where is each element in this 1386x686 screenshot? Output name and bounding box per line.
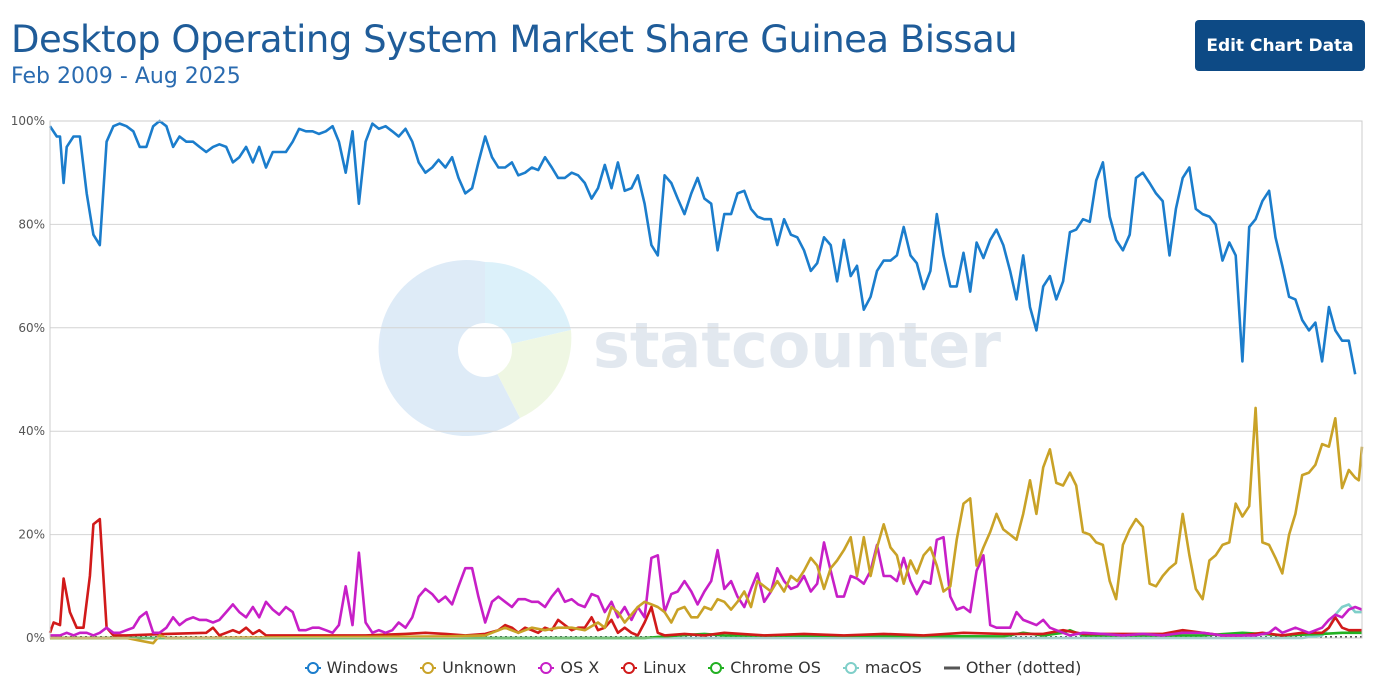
series-lines bbox=[48, 119, 1364, 645]
legend-item-unknown[interactable]: Unknown bbox=[420, 658, 516, 677]
legend-item-chrome-os[interactable]: Chrome OS bbox=[708, 658, 821, 677]
legend-label: OS X bbox=[560, 658, 600, 677]
y-tick-label: 60% bbox=[18, 321, 45, 335]
legend-label: Unknown bbox=[442, 658, 517, 677]
plot-border bbox=[49, 120, 1363, 639]
legend-circle-icon bbox=[304, 660, 321, 676]
y-tick-label: 20% bbox=[18, 528, 45, 542]
edit-chart-data-button[interactable]: Edit Chart Data bbox=[1195, 20, 1365, 71]
y-tick-label: 100% bbox=[11, 114, 45, 128]
legend-circle-icon bbox=[708, 660, 725, 676]
watermark-text: statcounter bbox=[593, 309, 1001, 382]
legend-item-os-x[interactable]: OS X bbox=[538, 658, 599, 677]
statcounter-watermark: statcounter bbox=[378, 260, 1001, 437]
legend-circle-icon bbox=[538, 660, 555, 676]
y-tick-label: 0% bbox=[26, 631, 45, 645]
legend-item-macos[interactable]: macOS bbox=[842, 658, 922, 677]
legend-item-linux[interactable]: Linux bbox=[621, 658, 686, 677]
date-range-subtitle: Feb 2009 - Aug 2025 bbox=[11, 64, 241, 89]
series-line-unknown bbox=[50, 406, 1364, 645]
y-tick-label: 80% bbox=[18, 217, 45, 231]
legend-label: Other (dotted) bbox=[965, 658, 1082, 677]
legend-item-other-dotted[interactable]: Other (dotted) bbox=[943, 658, 1082, 677]
legend-circle-icon bbox=[621, 660, 638, 676]
y-tick-label: 40% bbox=[18, 424, 45, 438]
legend-circle-icon bbox=[420, 660, 437, 676]
series-line-os-x bbox=[50, 535, 1363, 637]
legend-line-icon bbox=[943, 660, 960, 676]
legend-label: Linux bbox=[643, 658, 687, 677]
y-axis-ticks: 0% 20% 40% 60% 80% 100% bbox=[11, 114, 45, 645]
legend-label: Chrome OS bbox=[730, 658, 821, 677]
legend-label: Windows bbox=[326, 658, 399, 677]
legend-circle-icon bbox=[842, 660, 859, 676]
legend-label: macOS bbox=[864, 658, 922, 677]
chart-legend: Windows Unknown OS X Linux Chrome OS macOS Oth… bbox=[0, 658, 1386, 677]
legend-item-windows[interactable]: Windows bbox=[304, 658, 399, 677]
series-line-windows bbox=[48, 119, 1357, 375]
page-title: Desktop Operating System Market Share Gu… bbox=[11, 18, 1018, 61]
